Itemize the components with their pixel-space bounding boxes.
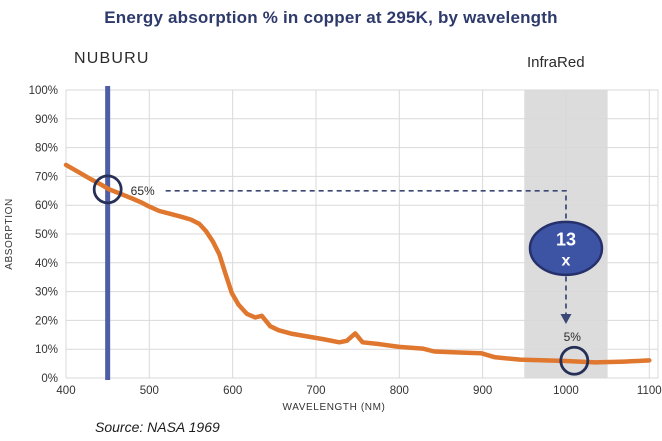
label-65-percent: 65% bbox=[131, 184, 155, 198]
page-title: Energy absorption % in copper at 295K, b… bbox=[104, 8, 558, 27]
plot-border bbox=[65, 89, 659, 379]
y-tick-label: 40% bbox=[35, 258, 58, 270]
y-tick-label: 20% bbox=[35, 315, 58, 327]
y-tick-label: 80% bbox=[35, 143, 58, 155]
axis-tick-labels: 400 500 600 700 800 900 1000 1100 0% 10% 20% 30% 40%… bbox=[29, 85, 662, 397]
arrow-down-icon bbox=[560, 314, 572, 324]
nuburu-label: NUBURU bbox=[74, 50, 150, 67]
x-tick-label: 500 bbox=[140, 385, 159, 397]
x-tick-label: 700 bbox=[306, 385, 325, 397]
source-note: Source: NASA 1969 bbox=[95, 419, 220, 435]
annotation-dashed-line bbox=[165, 189, 567, 314]
absorption-curve bbox=[63, 162, 652, 365]
y-tick-label: 30% bbox=[35, 287, 58, 299]
y-tick-label: 90% bbox=[35, 114, 58, 126]
y-axis-title: ABSORPTION bbox=[4, 198, 15, 270]
x-axis-title: WAVELENGTH (NM) bbox=[283, 402, 386, 413]
y-tick-label: 10% bbox=[35, 344, 58, 356]
x-tick-label: 1100 bbox=[637, 385, 662, 397]
multiplier-x: x bbox=[562, 252, 571, 269]
y-tick-label: 60% bbox=[35, 200, 58, 212]
highlight-circle-1000nm bbox=[559, 345, 590, 376]
y-tick-label: 50% bbox=[35, 229, 58, 241]
x-tick-label: 1000 bbox=[553, 385, 579, 397]
infrared-label: InfraRed bbox=[527, 54, 585, 71]
x-tick-label: 400 bbox=[56, 385, 75, 397]
y-tick-label: 0% bbox=[41, 373, 58, 385]
x-tick-label: 800 bbox=[390, 385, 409, 397]
y-tick-label: 100% bbox=[29, 85, 58, 97]
x-tick-label: 900 bbox=[473, 385, 492, 397]
label-5-percent: 5% bbox=[564, 330, 582, 344]
x-tick-label: 600 bbox=[223, 385, 242, 397]
multiplier-badge bbox=[528, 220, 604, 277]
y-tick-label: 70% bbox=[35, 171, 58, 183]
highlight-circle-450nm bbox=[92, 174, 123, 205]
multiplier-value: 13 bbox=[556, 229, 576, 249]
